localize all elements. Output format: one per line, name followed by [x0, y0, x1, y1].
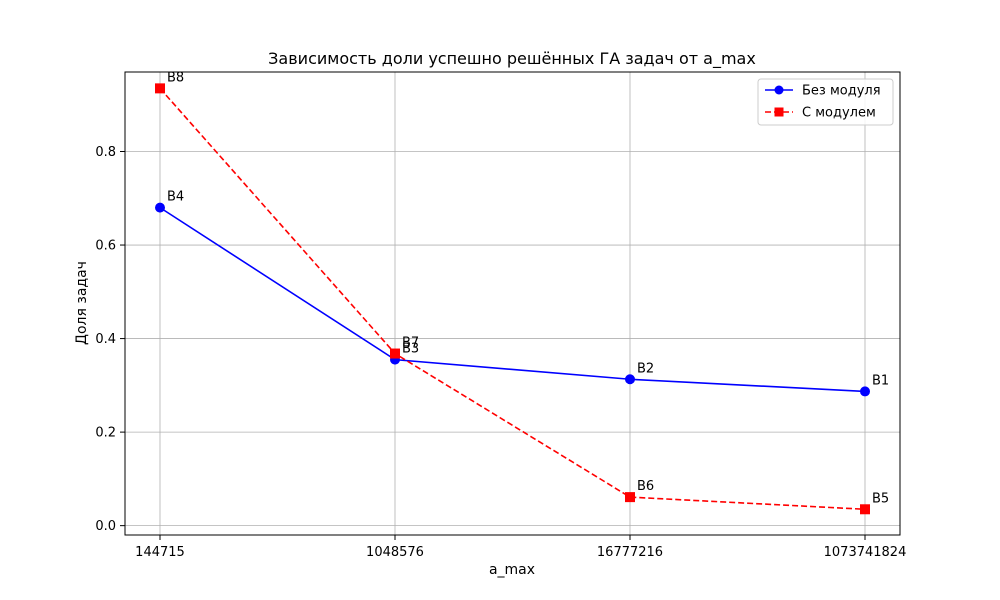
grid [125, 72, 900, 535]
data-point-marker [860, 504, 870, 515]
data-point-label: B8 [167, 70, 184, 85]
chart-title: Зависимость доли успешно решённых ГА зад… [268, 49, 756, 69]
x-tick-label: 1073741824 [824, 545, 907, 560]
y-tick-label: 0.8 [95, 145, 116, 160]
legend: Без модуля С модулем [757, 78, 894, 126]
series-line-1 [159, 206, 866, 393]
x-tick-label: 144715 [135, 545, 185, 560]
data-point-label: B5 [872, 491, 889, 506]
axes: 144715 1048576 16777216 1073741824 0.0 0.2 0.4… [95, 145, 906, 560]
data-point-label: B3 [402, 342, 419, 357]
y-tick-label: 0.2 [95, 426, 116, 441]
data-point-label: B2 [637, 361, 654, 376]
x-tick-label: 1048576 [366, 545, 424, 560]
y-tick-label: 0.0 [95, 519, 116, 534]
y-axis-label: Доля задач [74, 261, 90, 345]
data-point-marker [155, 83, 165, 94]
data-point-marker [860, 386, 870, 397]
data-point-marker [625, 492, 635, 503]
x-axis-label: a_max [489, 562, 535, 578]
y-tick-label: 0.6 [95, 239, 116, 254]
legend-swatch-marker [774, 85, 784, 95]
series-layer: B4 B3 B2 B1 B8 B7 B6 B5 [155, 70, 889, 515]
data-point-label: B7 [402, 336, 419, 351]
series-line-2 [159, 87, 866, 511]
y-tick-label: 0.4 [95, 332, 116, 347]
data-point-label: B4 [167, 190, 184, 205]
plot-frame [124, 71, 901, 536]
data-point-marker [390, 348, 400, 359]
legend-label: Без модуля [802, 84, 881, 99]
data-point-marker [625, 374, 635, 385]
legend-swatch-marker [774, 107, 784, 117]
data-point-label: B1 [872, 373, 889, 388]
x-tick-label: 16777216 [597, 545, 663, 560]
legend-label: С модулем [802, 106, 876, 121]
data-point-marker [155, 202, 165, 213]
data-point-label: B6 [637, 479, 654, 494]
